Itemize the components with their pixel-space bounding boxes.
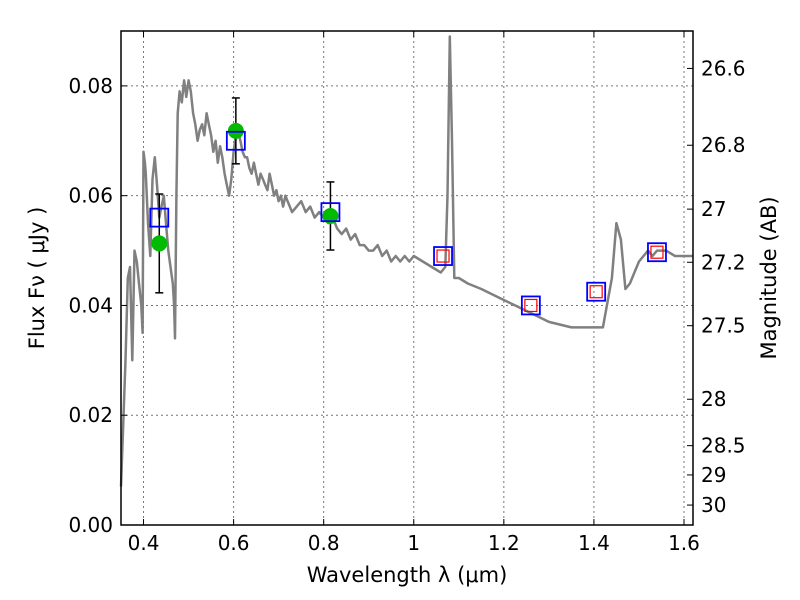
upper-limit-band-square [524,298,538,313]
observed-flux-point [151,235,168,252]
magnitude-tick-label: 26.6 [701,56,746,80]
x-axis-title: Wavelength λ (μm) [307,563,508,587]
x-tick-label: 1 [407,531,420,555]
y-ticks: 0.00 0.02 0.04 0.06 0.08 [68,74,127,537]
upper-limit-band-square [650,245,664,259]
model-band-flux-square [149,207,170,228]
model-band-flux-square [433,246,453,266]
plot-frame [120,30,694,526]
model-band-flux-square [520,295,541,316]
upper-limit-band-square [589,285,603,299]
model-band-flux-square [586,281,607,302]
magnitude-tick-label: 30 [701,493,726,517]
y-tick-label: 0.06 [68,184,113,208]
model-sed-layer [119,35,693,487]
x-tick-label: 1.6 [668,531,700,555]
magnitude-tick-label: 26.8 [701,133,746,157]
x-tick-label: 0.4 [128,531,160,555]
x-ticks: 0.4 0.6 0.8 1 1.2 1.4 1.6 [128,31,700,555]
model-band-flux-square [225,130,246,151]
magnitude-tick-label: 29 [701,463,726,487]
model-band-flux-square [320,202,341,223]
magnitude-tick-label: 27.2 [701,250,746,274]
x-tick-label: 1.2 [488,531,520,555]
photometry-points-layer [149,97,667,316]
right-axis-title: Magnitude (AB) [757,196,781,359]
magnitude-ticks: 26.6 26.8 27 27.2 27.5 28 28.5 29 30 [687,56,746,517]
model-band-flux-square [647,242,667,263]
y-tick-label: 0.08 [68,74,113,98]
y-axis-title: Flux Fν ( μJy ) [25,207,49,350]
magnitude-tick-label: 27.5 [701,314,746,338]
magnitude-tick-label: 28 [701,387,726,411]
observed-flux-point [322,207,339,224]
model-sed-line [119,35,693,487]
y-tick-label: 0.02 [68,403,113,427]
x-tick-label: 0.8 [308,531,340,555]
y-tick-label: 0.04 [68,293,113,317]
upper-limit-band-square [436,249,450,263]
magnitude-tick-label: 27 [701,197,726,221]
magnitude-tick-label: 28.5 [701,434,746,458]
y-tick-label: 0.00 [68,513,113,537]
grid-lines [121,31,693,526]
x-tick-label: 1.4 [578,531,610,555]
x-tick-label: 0.6 [218,531,250,555]
